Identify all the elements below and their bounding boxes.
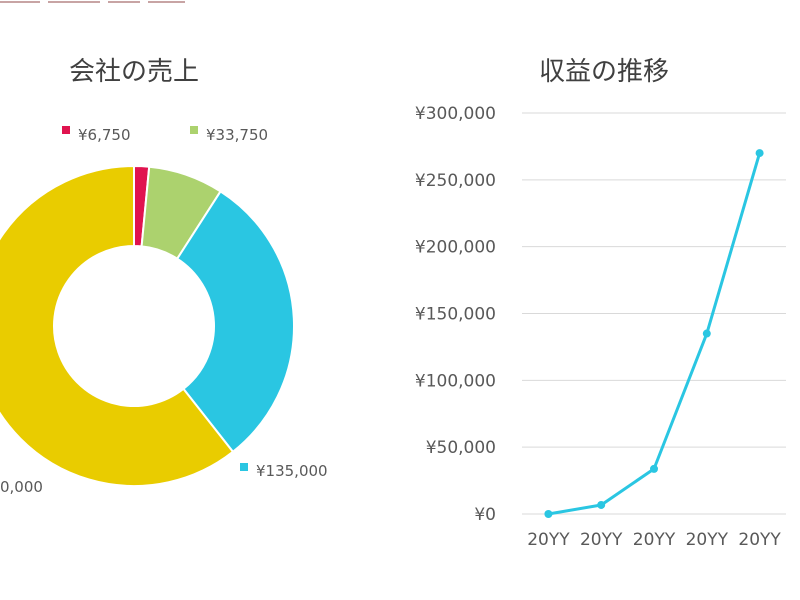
data-label-marker-2 [240, 463, 248, 471]
data-point-0 [544, 510, 553, 518]
series-line-0 [546, 151, 762, 516]
line-grid [522, 112, 786, 515]
x-tick-label-2: 20YY [633, 530, 676, 550]
donut-chart-panel: 会社の売上 ¥6,750 ¥33,750 ¥135,000 0,000 [0, 0, 390, 600]
legend-label-0: ¥6,750 [78, 126, 131, 144]
donut-data-labels: ¥135,000 0,000 [0, 462, 328, 496]
data-point-3 [702, 329, 711, 338]
donut-slice-3 [0, 164, 235, 487]
cropped-heading-remnant [0, 1, 185, 3]
data-label-2: ¥135,000 [256, 462, 328, 480]
donut-slices [0, 164, 295, 487]
donut-slice-2 [175, 190, 295, 454]
x-axis-tick-labels: 20YY 20YY 20YY 20YY 20YY [527, 530, 781, 550]
donut-chart-title: 会社の売上 [69, 57, 199, 87]
line-chart-title: 収益の推移 [539, 57, 669, 87]
data-point-2 [650, 464, 658, 473]
y-tick-label-4: ¥200,000 [415, 238, 496, 258]
x-tick-label-0: 20YY [527, 530, 570, 550]
y-tick-label-1: ¥50,000 [426, 438, 496, 458]
data-point-1 [597, 500, 606, 509]
line-series [544, 149, 764, 518]
y-tick-label-5: ¥250,000 [415, 171, 496, 191]
x-tick-label-3: 20YY [686, 530, 729, 550]
data-point-4 [755, 149, 764, 158]
y-tick-label-3: ¥150,000 [415, 305, 496, 325]
donut-legend: ¥6,750 ¥33,750 [62, 126, 268, 144]
y-axis-tick-labels: ¥0 ¥50,000 ¥100,000 ¥150,000 ¥200,000 ¥250,00… [415, 104, 496, 525]
line-chart: 収益の推移 ¥0¥50,000¥100,000¥150,000¥200,000¥… [415, 57, 786, 550]
legend-swatch-1 [190, 126, 198, 134]
y-tick-label-0: ¥0 [474, 505, 496, 525]
data-label-3-partial: 0,000 [0, 478, 43, 496]
donut-chart: 会社の売上 ¥6,750 ¥33,750 ¥135,000 0,000 [0, 57, 328, 496]
legend-label-1: ¥33,750 [206, 126, 268, 144]
y-tick-label-6: ¥300,000 [415, 104, 496, 124]
x-tick-label-4: 20YY [738, 530, 781, 550]
y-tick-label-2: ¥100,000 [415, 371, 496, 391]
x-tick-label-1: 20YY [580, 530, 623, 550]
line-chart-panel: 収益の推移 ¥0 ¥50,000 ¥100,000 ¥150,000 ¥200,000 ¥… [390, 0, 800, 600]
legend-swatch-0 [62, 126, 70, 134]
